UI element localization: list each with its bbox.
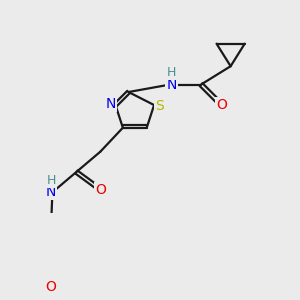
Text: O: O — [95, 183, 106, 197]
Text: S: S — [155, 100, 164, 113]
Text: H: H — [46, 174, 56, 187]
Text: O: O — [46, 280, 56, 294]
Text: N: N — [105, 97, 116, 111]
Text: N: N — [166, 77, 177, 92]
Text: H: H — [167, 66, 176, 79]
Text: N: N — [46, 185, 56, 199]
Text: O: O — [216, 98, 227, 112]
